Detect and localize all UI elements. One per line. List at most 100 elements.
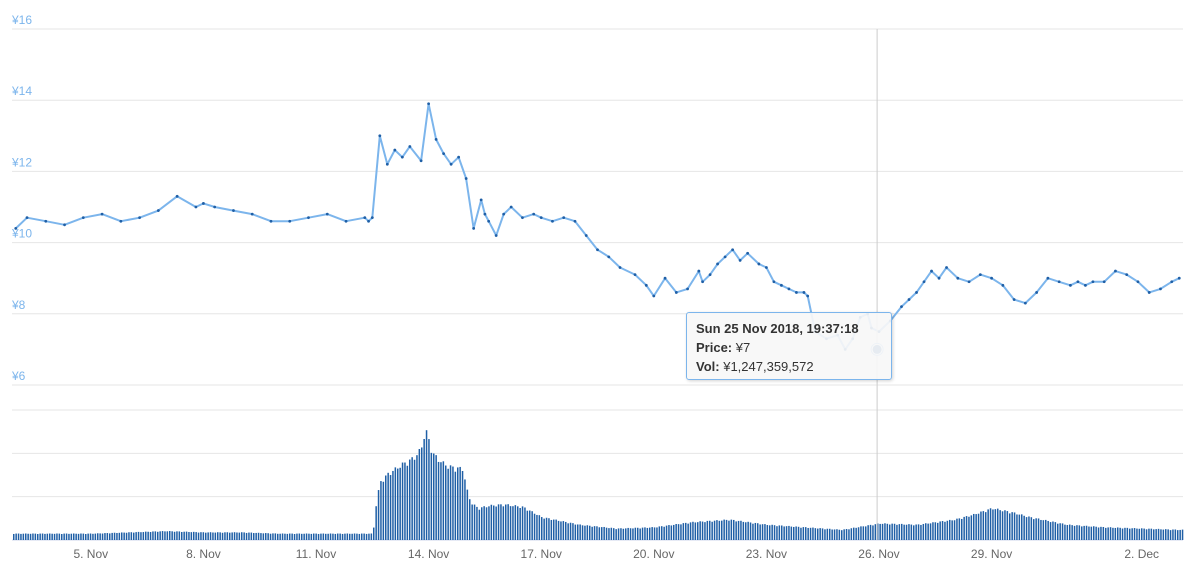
volume-bar	[209, 532, 212, 540]
x-tick-label: 14. Nov	[408, 547, 449, 561]
volume-bar	[610, 527, 613, 540]
price-point	[708, 273, 712, 277]
price-point	[532, 212, 536, 216]
price-point	[539, 216, 543, 220]
volume-bar	[788, 525, 790, 540]
volume-bar	[416, 455, 418, 540]
price-point	[607, 255, 611, 259]
price-point	[806, 294, 810, 298]
volume-bar	[301, 533, 303, 540]
volume-bar	[1126, 527, 1129, 540]
price-point	[464, 177, 468, 180]
price-point	[1114, 269, 1117, 273]
volume-bar	[1021, 514, 1023, 540]
volume-bar	[925, 523, 927, 540]
volume-bar	[975, 514, 977, 540]
volume-bar	[740, 520, 742, 540]
volume-bar	[613, 528, 615, 540]
volume-bar	[315, 533, 317, 540]
price-point	[757, 262, 761, 266]
price-point	[1102, 280, 1106, 284]
price-point	[408, 145, 412, 148]
price-point	[370, 216, 374, 220]
volume-bar	[591, 526, 593, 540]
volume-bar	[1006, 511, 1009, 540]
volume-bar	[1037, 518, 1040, 540]
volume-bar	[243, 532, 245, 540]
volume-bar	[77, 533, 80, 540]
volume-bar	[197, 532, 200, 540]
volume-bar	[1069, 524, 1071, 540]
volume-bar	[1066, 525, 1069, 540]
price-point	[930, 269, 933, 273]
volume-bar	[41, 533, 44, 540]
volume-bar	[1143, 528, 1145, 540]
volume-bar	[1073, 525, 1076, 540]
price-point	[483, 212, 487, 216]
volume-bar	[205, 532, 207, 540]
volume-bar	[800, 527, 802, 540]
volume-bar	[941, 521, 944, 540]
volume-bar	[838, 529, 841, 540]
volume-bar	[843, 529, 845, 540]
volume-bar	[466, 489, 469, 540]
volume-bar	[572, 523, 574, 540]
volume-bar	[1145, 529, 1148, 540]
volume-bar	[214, 532, 217, 540]
volume-bar	[1016, 514, 1018, 540]
volume-bar	[272, 533, 274, 540]
volume-bar	[145, 531, 147, 540]
volume-bar	[476, 506, 478, 540]
volume-bar	[886, 523, 889, 540]
volume-bar	[250, 532, 253, 540]
price-point	[746, 251, 750, 255]
volume-bar	[337, 533, 339, 540]
volume-bar	[646, 527, 649, 540]
volume-bar	[507, 504, 509, 540]
price-point	[990, 276, 993, 280]
price-point	[1012, 298, 1016, 301]
volume-bar	[329, 533, 332, 540]
volume-bar	[752, 523, 754, 540]
volume-bar	[980, 511, 982, 540]
volume-bar	[884, 523, 886, 540]
volume-bar	[601, 527, 603, 540]
volume-bar	[241, 532, 243, 540]
volume-bar	[392, 470, 394, 540]
price-point	[472, 226, 476, 230]
volume-bar	[682, 523, 685, 540]
volume-bar	[166, 531, 169, 540]
tooltip-price-row: Price: ¥7	[696, 338, 882, 357]
volume-bar	[944, 521, 946, 540]
volume-bar	[589, 525, 591, 540]
volume-bar	[977, 513, 980, 540]
price-point	[674, 291, 678, 294]
volume-bar	[627, 527, 629, 540]
volume-bar	[325, 533, 327, 540]
volume-bar	[1112, 527, 1114, 540]
volume-bar	[1119, 527, 1121, 540]
tooltip-date: Sun 25 Nov 2018, 19:37:18	[696, 321, 859, 336]
volume-bar	[368, 533, 370, 540]
price-point	[978, 273, 982, 277]
price-point	[686, 287, 689, 291]
volume-bar	[373, 527, 375, 540]
volume-bar	[1181, 529, 1184, 540]
volume-bar	[807, 527, 809, 540]
volume-bar	[824, 529, 826, 540]
volume-bar	[1109, 527, 1112, 540]
volume-bar	[1023, 515, 1025, 540]
volume-bar	[1049, 522, 1052, 540]
x-tick-label: 26. Nov	[858, 547, 899, 561]
volume-bar	[1093, 526, 1095, 540]
volume-bar	[349, 533, 351, 540]
price-point	[14, 226, 18, 230]
volume-bar	[284, 533, 286, 540]
volume-bar	[641, 527, 644, 540]
volume-bar	[449, 465, 452, 540]
volume-bar	[932, 522, 934, 540]
volume-bar	[495, 506, 497, 540]
price-point	[1091, 280, 1095, 284]
